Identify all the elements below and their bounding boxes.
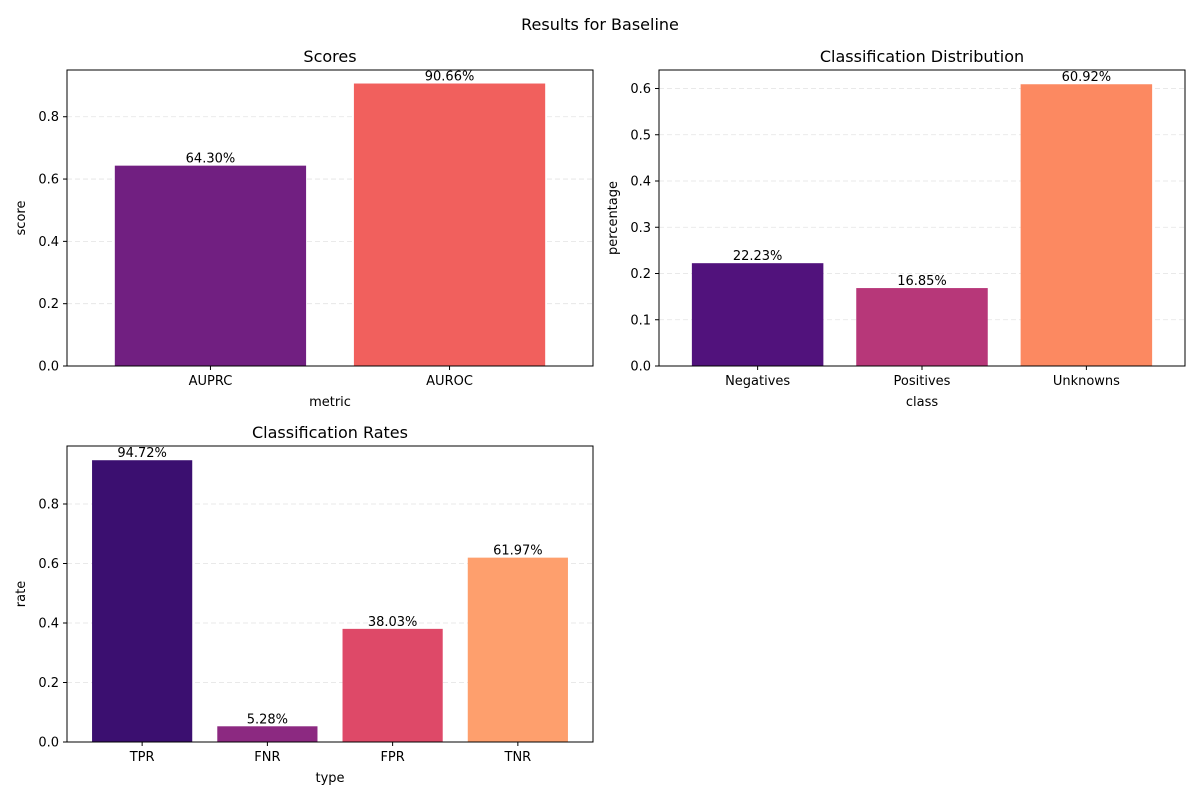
y-tick-label: 0.4: [38, 235, 59, 250]
bar-positives: [856, 288, 988, 366]
y-tick-label: 0.6: [630, 82, 651, 97]
bar-negatives: [691, 263, 824, 366]
x-tick-label: FPR: [380, 750, 404, 765]
y-tick-label: 0.3: [630, 221, 651, 236]
x-axis-label: type: [315, 771, 344, 786]
x-tick-label: AUROC: [426, 374, 473, 389]
y-tick-label: 0.8: [38, 498, 59, 513]
bar-auprc: [114, 165, 307, 366]
chart-title: Classification Rates: [252, 423, 408, 442]
bar-tnr: [467, 557, 568, 742]
y-tick-label: 0.4: [630, 175, 651, 190]
y-axis-label: score: [14, 201, 29, 236]
y-tick-label: 0.6: [38, 173, 59, 188]
y-tick-label: 0.2: [38, 297, 59, 312]
bar-value-label: 64.30%: [186, 152, 236, 167]
bar-value-label: 22.23%: [733, 249, 783, 264]
chart-scores: 64.30% 90.66% 0.0 0.2 0.4 0.6 0.8 AUPRC AUROC Sco…: [14, 47, 594, 410]
y-axis-label: rate: [14, 581, 29, 607]
bar-tpr: [92, 460, 193, 742]
y-tick-label: 0.2: [38, 676, 59, 691]
x-axis-label: metric: [309, 395, 351, 410]
y-tick-label: 0.0: [38, 736, 59, 751]
chart-classification-rates: 94.72% 5.28% 38.03% 61.97% 0.0 0.2 0.4 0.6 0.8 TP…: [14, 423, 594, 786]
x-tick-label: TPR: [129, 750, 155, 765]
x-tick-label: FNR: [254, 750, 280, 765]
bar-value-label: 5.28%: [247, 712, 288, 727]
y-axis-label: percentage: [606, 181, 621, 255]
figure-title: Results for Baseline: [521, 15, 679, 34]
chart-title: Classification Distribution: [820, 47, 1024, 66]
y-tick-label: 0.0: [630, 360, 651, 375]
y-tick-label: 0.4: [38, 617, 59, 632]
chart-classification-distribution: 22.23% 16.85% 60.92% 0.0 0.1 0.2 0.3 0.4 0.5 0.6 N…: [606, 47, 1186, 410]
chart-title: Scores: [303, 47, 356, 66]
bar-fnr: [217, 726, 318, 742]
bar-value-label: 16.85%: [897, 274, 947, 289]
y-tick-label: 0.0: [38, 360, 59, 375]
bar-value-label: 38.03%: [368, 615, 418, 630]
x-tick-label: Positives: [894, 374, 951, 389]
bar-value-label: 90.66%: [425, 70, 475, 85]
y-tick-label: 0.6: [38, 557, 59, 572]
axes-frame: [66, 69, 594, 367]
axes-frame: [66, 445, 594, 743]
y-tick-label: 0.1: [630, 313, 651, 328]
bar-value-label: 94.72%: [117, 446, 167, 461]
bar-unknowns: [1020, 84, 1153, 367]
y-tick-label: 0.8: [38, 110, 59, 125]
x-tick-label: TNR: [504, 750, 532, 765]
x-tick-label: Negatives: [725, 374, 790, 389]
y-tick-label: 0.2: [630, 267, 651, 282]
x-tick-label: Unknowns: [1053, 374, 1120, 389]
bar-fpr: [342, 628, 443, 742]
x-tick-label: AUPRC: [189, 374, 233, 389]
x-axis-label: class: [906, 395, 938, 410]
bar-value-label: 61.97%: [493, 544, 543, 559]
bar-auroc: [353, 83, 546, 367]
bar-value-label: 60.92%: [1062, 70, 1112, 85]
y-tick-label: 0.5: [630, 128, 651, 143]
